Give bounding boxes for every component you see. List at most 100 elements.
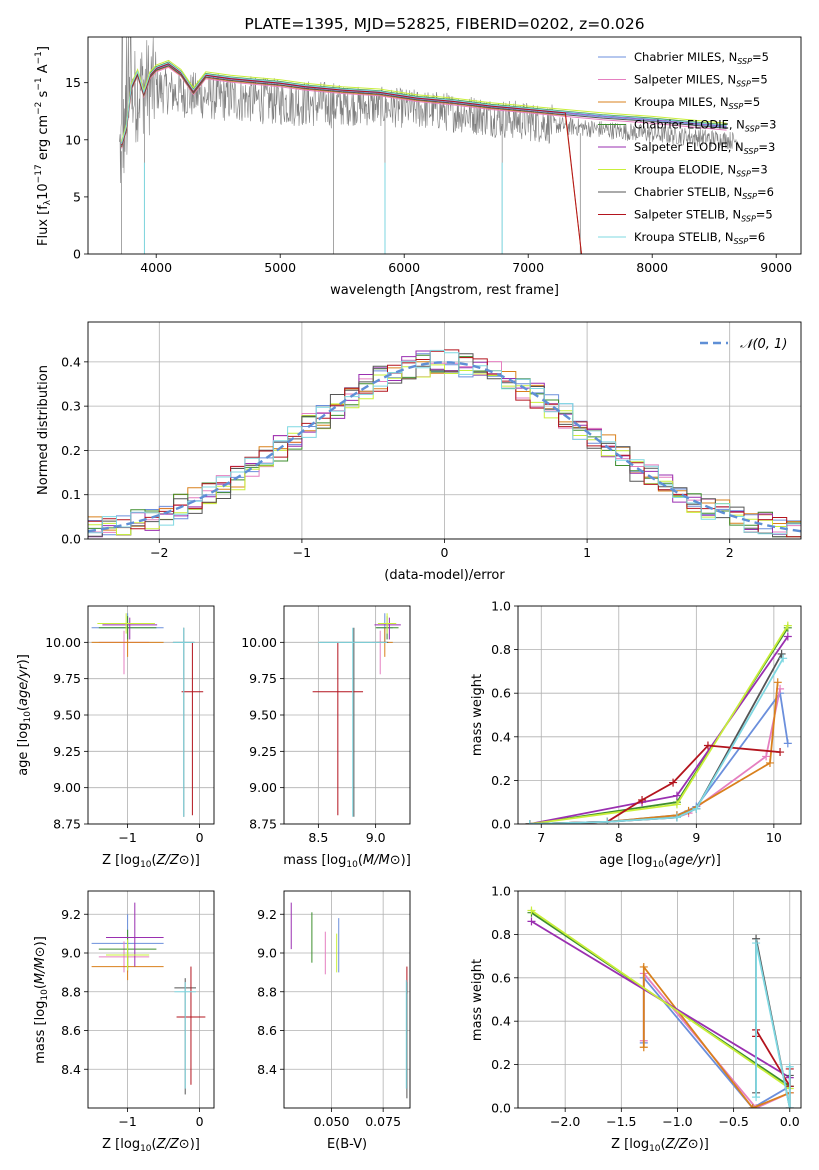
chart-mass-vs-Z: −1 0 8.4 8.6 8.8 9.0 9.2 Z [log10(Z/Z⊙)] mass [l… [33,890,215,1154]
plot-area [284,606,410,824]
y-tick-label: 9.50 [53,708,81,723]
chart-residuals: −2 −1 0 1 2 0.0 0.1 0.2 0.3 0.4 𝒩(0, 1) (data-model… [36,321,802,583]
legend-label: Salpeter MILES, NSSP=5 [634,73,768,89]
x-tick-label: 9000 [760,260,792,275]
x-axis-label: wavelength [Angstrom, rest frame] [330,283,559,298]
weight-marker [639,1043,648,1052]
y-axis-label: Normed distribution [36,365,51,495]
y-tick-label: 9.75 [53,671,81,686]
y-tick-label: 0.6 [491,686,511,701]
weight-marker [752,1104,761,1108]
x-tick-label: −1.5 [606,1114,636,1129]
legend-label: 𝒩(0, 1) [740,337,787,352]
x-tick-label: 2 [726,545,734,560]
x-tick-label: 0 [196,1114,204,1129]
errorbar-point [98,630,150,675]
model-spectrum-chabrier-stelib [121,65,727,147]
weight-marker [777,649,786,658]
plot-area [88,322,801,539]
weight-marker [762,752,771,761]
y-tick-label: 0.0 [491,1101,511,1116]
y-axis-label: Flux [fλ10−17 erg cm−2 s−1 A−1] [34,46,53,246]
plot-area [284,891,410,1108]
weight-marker [776,748,785,757]
y-tick-label: 8.4 [257,1062,277,1077]
y-tick-label: 0.0 [491,817,511,832]
y-tick-label: 9.0 [257,946,277,961]
legend-label: Kroupa MILES, NSSP=5 [634,95,760,111]
weight-line-salpeter-elodie [529,635,789,824]
y-tick-label: 9.50 [249,708,277,723]
errorbar-point [312,642,364,816]
weight-line-chabrier-stelib [529,653,783,824]
x-tick-label: 1 [583,545,591,560]
model-spectrum-kroupa-stelib [121,62,727,144]
weight-marker [773,678,782,687]
y-tick-label: 0.8 [491,642,511,657]
weight-line-chabrier-elodie [529,627,789,824]
y-tick-label: 0.8 [491,927,511,942]
weight-marker [783,621,792,630]
weight-marker [672,791,681,800]
y-tick-label: 0.1 [61,487,81,502]
errorbar-point [181,642,204,816]
chart-spectrum: 4000 5000 6000 7000 8000 9000 0 5 10 15 Chabrier M… [34,15,802,298]
x-tick-label: −0.5 [718,1114,748,1129]
x-tick-label: 0 [196,830,204,845]
weight-line-salpeter-miles [529,688,781,824]
x-tick-label: 6000 [388,260,420,275]
axes-frame [517,605,802,825]
weight-line-salpeter-stelib [529,744,781,824]
weight-marker [785,1062,794,1071]
x-axis-label: age [log10(age/yr)] [599,853,721,870]
x-tick-label: 8 [615,830,623,845]
weight-marker [672,800,681,809]
x-tick-label: −1 [118,830,136,845]
errorbar-point [174,982,196,1089]
weight-marker [669,778,678,787]
weight-line-kroupa-elodie [530,909,791,1090]
y-tick-label: 9.2 [257,907,277,922]
weight-line-kroupa-miles [642,964,791,1108]
x-tick-label: 0.050 [314,1114,350,1129]
plot-area [518,891,801,1108]
errorbar-point [319,627,389,817]
x-axis-label: (data-model)/error [384,568,505,583]
plot-area [119,37,740,254]
x-axis-label: mass [log10(M/M⊙)] [283,853,411,870]
chart-title: PLATE=1395, MJD=52825, FIBERID=0202, z=0… [244,15,644,33]
x-tick-label: 10 [766,830,782,845]
x-axis-label: Z [log10(Z/Z⊙)] [102,1137,200,1154]
errorbar-point [106,902,164,967]
weight-marker [527,906,536,915]
y-axis-label: age [log10(age/yr)] [16,654,33,776]
legend-label: Chabrier ELODIE, NSSP=3 [634,118,776,134]
y-tick-label: 0.2 [491,1057,511,1072]
chart-mass-weight-vs-age: 7 8 9 10 0.0 0.2 0.4 0.6 0.8 1.0 age [log10(age/yr… [470,599,802,870]
y-tick-label: 9.0 [61,946,81,961]
x-axis-label: Z [log10(Z/Z⊙)] [102,853,200,870]
y-tick-label: 9.25 [249,744,277,759]
plot-area [88,606,214,824]
x-axis-label: E(B-V) [327,1137,367,1152]
legend-label: Kroupa ELODIE, NSSP=3 [634,163,768,179]
weight-marker [785,1104,794,1108]
y-tick-label: 8.75 [249,817,277,832]
plot-area [518,606,801,824]
weight-line-kroupa-stelib [755,942,791,1108]
histogram-kroupa-stelib [88,349,801,535]
legend-label: Chabrier MILES, NSSP=5 [634,50,769,66]
weight-marker [639,962,648,971]
weight-marker [692,804,701,813]
x-tick-label: 9.0 [366,830,386,845]
errorbar-point [98,941,150,973]
errorbar-point [172,627,195,817]
x-tick-label: −1 [118,1114,136,1129]
weight-marker [672,813,681,822]
y-tick-label: 0.4 [491,1014,511,1029]
y-tick-label: 0.0 [61,532,81,547]
y-tick-label: 8.8 [257,984,277,999]
y-tick-label: 0.2 [61,443,81,458]
legend-label: Kroupa STELIB, NSSP=6 [634,230,765,246]
x-tick-label: −2.0 [550,1114,580,1129]
